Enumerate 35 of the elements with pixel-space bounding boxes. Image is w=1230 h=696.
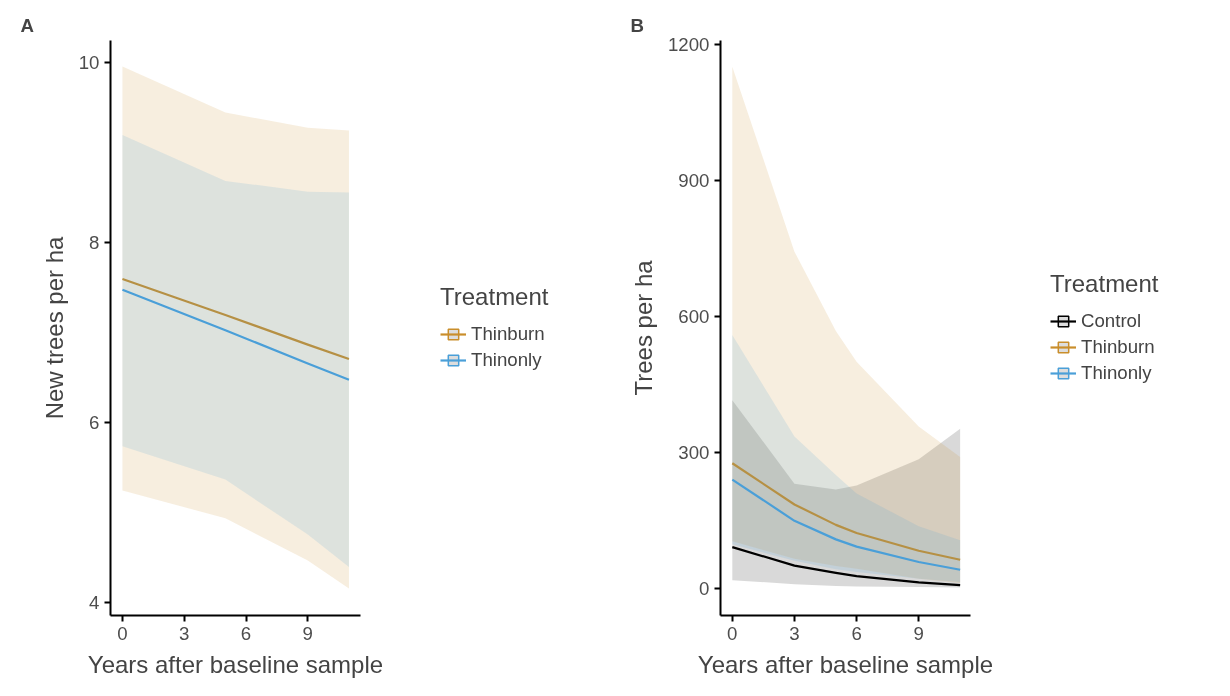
y-axis-title: Trees per ha — [630, 259, 657, 396]
y-tick-label: 1200 — [668, 34, 710, 56]
chart-title: A — [20, 14, 34, 36]
legend-label: Control — [1081, 309, 1142, 332]
line-series — [731, 545, 962, 587]
x-tick-label: 3 — [179, 622, 190, 644]
y-tick-label: 4 — [89, 591, 100, 613]
legend-label: Thinonly — [1081, 361, 1152, 384]
x-axis-title: Years after baseline sample — [87, 650, 384, 678]
y-axis-title: New trees per ha — [40, 235, 68, 420]
x-tick-label: 9 — [302, 622, 313, 644]
line-series — [121, 277, 351, 361]
x-tick-label: 6 — [240, 622, 252, 644]
legend-label: Thinburn — [471, 322, 545, 345]
legend-label: Thinburn — [1081, 335, 1155, 358]
y-tick-label: 10 — [78, 51, 100, 73]
y-tick-label: 0 — [699, 577, 710, 599]
y-tick-label: 300 — [678, 441, 710, 463]
y-tick-label: 900 — [678, 170, 710, 192]
x-tick-label: 6 — [851, 622, 862, 644]
chart-title: B — [630, 14, 644, 36]
x-tick-label: 3 — [789, 622, 800, 644]
line-series — [731, 462, 962, 561]
line-series — [731, 478, 962, 571]
line-series — [121, 288, 351, 381]
y-tick-label: 600 — [678, 305, 710, 327]
x-tick-label: 0 — [117, 622, 128, 644]
legend-title: Treatment — [1050, 269, 1159, 298]
x-tick-label: 9 — [913, 622, 924, 644]
y-tick-label: 8 — [89, 231, 100, 253]
legend-label: Thinonly — [471, 348, 542, 371]
x-axis-title: Years after baseline sample — [697, 650, 994, 678]
y-tick-label: 6 — [89, 411, 100, 433]
legend-title: Treatment — [440, 282, 549, 311]
x-tick-label: 0 — [727, 622, 738, 644]
